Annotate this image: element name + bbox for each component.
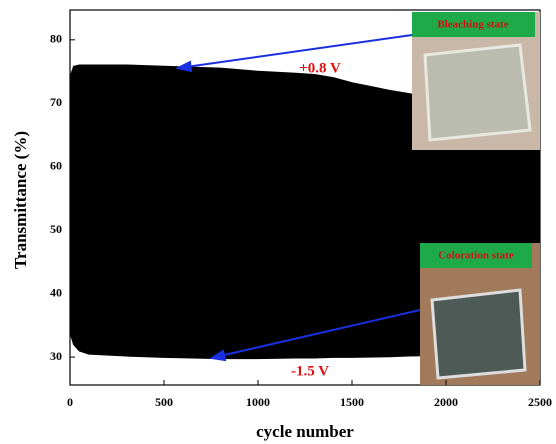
x-tick-label: 500: [155, 395, 173, 409]
x-axis-label: cycle number: [256, 422, 354, 441]
photo-device: [425, 45, 530, 140]
x-tick-label: 1000: [246, 395, 270, 409]
chart: Bleaching state Coloration state +0.8 V …: [0, 0, 556, 444]
y-tick-label: 40: [50, 285, 62, 299]
inset-label: Coloration state: [438, 250, 514, 262]
photo-device: [432, 290, 525, 378]
annotation: -1.5 V: [291, 363, 329, 379]
x-tick-label: 1500: [340, 395, 364, 409]
x-tick-label: 2000: [434, 395, 458, 409]
y-axis-label: Transmittance (%): [11, 131, 30, 269]
y-tick-label: 80: [50, 32, 62, 46]
y-tick-label: 30: [50, 349, 62, 363]
y-tick-label: 50: [50, 222, 62, 236]
x-tick-label: 0: [67, 395, 73, 409]
x-tick-label: 2500: [528, 395, 552, 409]
y-tick-label: 60: [50, 158, 62, 172]
inset-coloration: Coloration state: [420, 243, 540, 385]
inset-bleaching: Bleaching state: [412, 12, 540, 150]
y-tick-label: 70: [50, 95, 62, 109]
annotation: +0.8 V: [299, 60, 341, 76]
inset-label: Bleaching state: [437, 19, 508, 31]
